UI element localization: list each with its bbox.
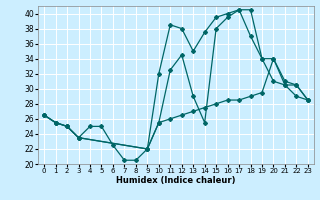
X-axis label: Humidex (Indice chaleur): Humidex (Indice chaleur) xyxy=(116,176,236,185)
